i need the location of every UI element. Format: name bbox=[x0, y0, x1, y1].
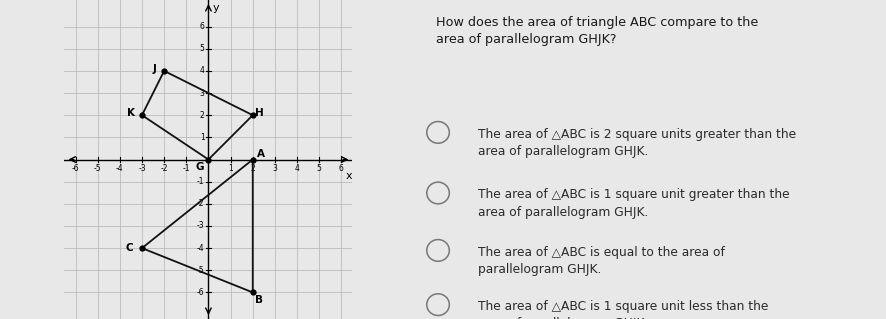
Text: -5: -5 bbox=[197, 266, 205, 275]
Text: 1: 1 bbox=[199, 133, 205, 142]
Text: The area of △ABC is 2 square units greater than the
area of parallelogram GHJK.: The area of △ABC is 2 square units great… bbox=[478, 128, 796, 158]
Text: 3: 3 bbox=[199, 89, 205, 98]
Text: K: K bbox=[127, 108, 135, 118]
Text: H: H bbox=[255, 108, 263, 118]
Text: 5: 5 bbox=[316, 164, 322, 173]
Text: 2: 2 bbox=[250, 164, 255, 173]
Text: -1: -1 bbox=[183, 164, 190, 173]
Text: How does the area of triangle ABC compare to the
area of parallelogram GHJK?: How does the area of triangle ABC compar… bbox=[435, 16, 758, 47]
Text: 6: 6 bbox=[338, 164, 344, 173]
Text: x: x bbox=[346, 171, 352, 181]
Text: -4: -4 bbox=[116, 164, 123, 173]
Text: -2: -2 bbox=[197, 199, 205, 208]
Text: -6: -6 bbox=[72, 164, 79, 173]
Text: The area of △ABC is 1 square unit greater than the
area of parallelogram GHJK.: The area of △ABC is 1 square unit greate… bbox=[478, 188, 789, 219]
Text: y: y bbox=[212, 3, 219, 13]
Text: A: A bbox=[256, 149, 264, 159]
Text: 2: 2 bbox=[199, 111, 205, 120]
Text: 5: 5 bbox=[199, 44, 205, 53]
Text: -1: -1 bbox=[197, 177, 205, 186]
Text: -4: -4 bbox=[197, 244, 205, 253]
Text: -3: -3 bbox=[197, 221, 205, 230]
Text: 6: 6 bbox=[199, 22, 205, 31]
Text: -5: -5 bbox=[94, 164, 101, 173]
Text: 4: 4 bbox=[294, 164, 299, 173]
Text: 1: 1 bbox=[228, 164, 233, 173]
Text: -6: -6 bbox=[197, 288, 205, 297]
Text: -3: -3 bbox=[138, 164, 145, 173]
Text: B: B bbox=[255, 295, 263, 305]
Text: The area of △ABC is 1 square unit less than the
area of parallelogram GHJK.: The area of △ABC is 1 square unit less t… bbox=[478, 300, 767, 319]
Text: 4: 4 bbox=[199, 66, 205, 75]
Text: -2: -2 bbox=[160, 164, 167, 173]
Text: J: J bbox=[152, 64, 156, 74]
Text: G: G bbox=[196, 162, 204, 172]
Text: 3: 3 bbox=[272, 164, 277, 173]
Text: C: C bbox=[126, 243, 134, 253]
Text: The area of △ABC is equal to the area of
parallelogram GHJK.: The area of △ABC is equal to the area of… bbox=[478, 246, 724, 276]
